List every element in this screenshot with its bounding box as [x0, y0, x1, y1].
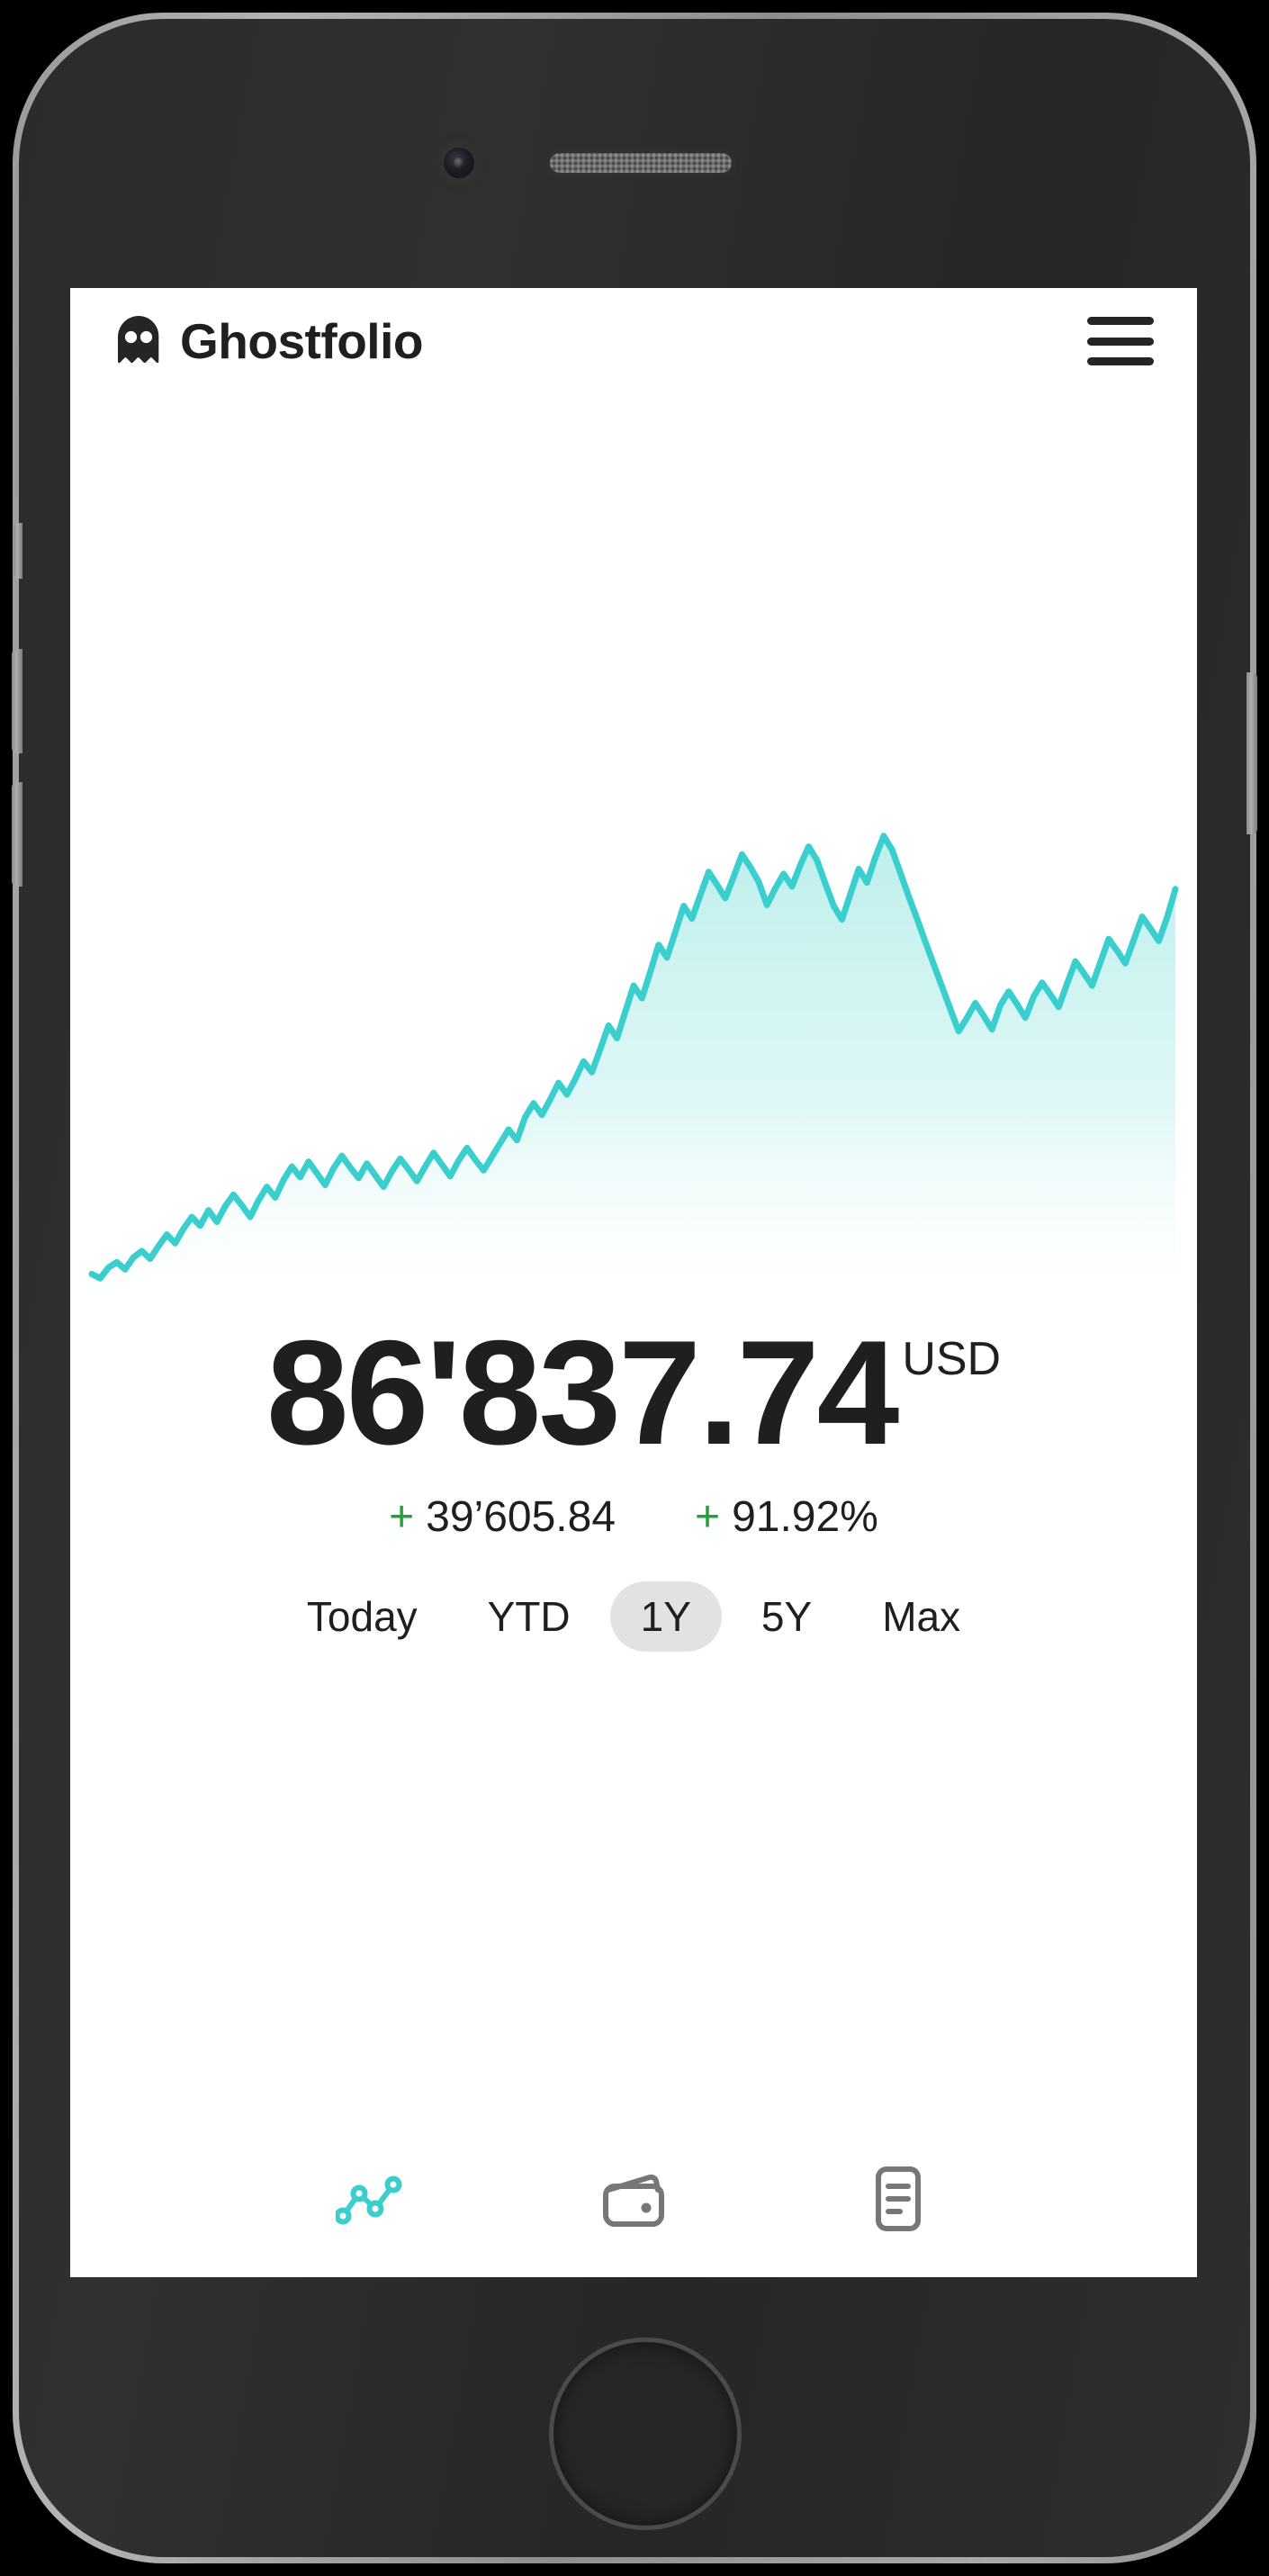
phone-screen: Ghostfolio 86'	[70, 288, 1197, 2277]
period-1y[interactable]: 1Y	[609, 1581, 722, 1652]
portfolio-value-row: 86'837.74 USD	[70, 1310, 1197, 1475]
brand-name: Ghostfolio	[180, 312, 423, 369]
power-button[interactable]	[1246, 672, 1257, 834]
absolute-change: + 39’605.84	[389, 1492, 616, 1542]
app-header: Ghostfolio	[70, 288, 1197, 394]
device-frame: Ghostfolio 86'	[12, 13, 1257, 2563]
nav-summary[interactable]	[860, 2160, 937, 2238]
portfolio-value: 86'837.74	[266, 1310, 899, 1475]
nav-portfolio[interactable]	[595, 2160, 672, 2238]
absolute-change-sign: +	[389, 1492, 415, 1541]
volume-down-button[interactable]	[12, 782, 22, 887]
hamburger-menu-icon[interactable]	[1087, 313, 1154, 369]
front-camera-icon	[444, 148, 474, 178]
period-selector[interactable]: Today YTD 1Y 5Y Max	[70, 1581, 1197, 1652]
percent-change-value: 91.92%	[732, 1492, 878, 1541]
speaker-grille	[550, 153, 732, 173]
volume-up-button[interactable]	[12, 649, 22, 753]
portfolio-currency: USD	[902, 1333, 1002, 1385]
percent-change-sign: +	[695, 1492, 721, 1541]
wallet-icon	[603, 2174, 664, 2227]
line-chart-icon	[336, 2175, 402, 2225]
portfolio-change-row: + 39’605.84 + 91.92%	[70, 1492, 1197, 1542]
period-5y[interactable]: 5Y	[760, 1592, 813, 1640]
period-ytd[interactable]: YTD	[487, 1592, 571, 1640]
nav-analysis[interactable]	[330, 2160, 408, 2238]
ghost-icon	[118, 316, 159, 364]
period-today[interactable]: Today	[306, 1592, 418, 1640]
brand[interactable]: Ghostfolio	[115, 315, 423, 367]
bottom-navigation	[70, 2160, 1197, 2238]
mute-switch[interactable]	[14, 523, 22, 579]
document-icon	[876, 2166, 921, 2231]
absolute-change-value: 39’605.84	[426, 1492, 616, 1541]
percent-change: + 91.92%	[695, 1492, 878, 1542]
period-max[interactable]: Max	[882, 1592, 961, 1640]
home-button[interactable]	[549, 2337, 742, 2530]
portfolio-area-chart	[88, 833, 1179, 1325]
portfolio-chart[interactable]	[70, 394, 1197, 1330]
